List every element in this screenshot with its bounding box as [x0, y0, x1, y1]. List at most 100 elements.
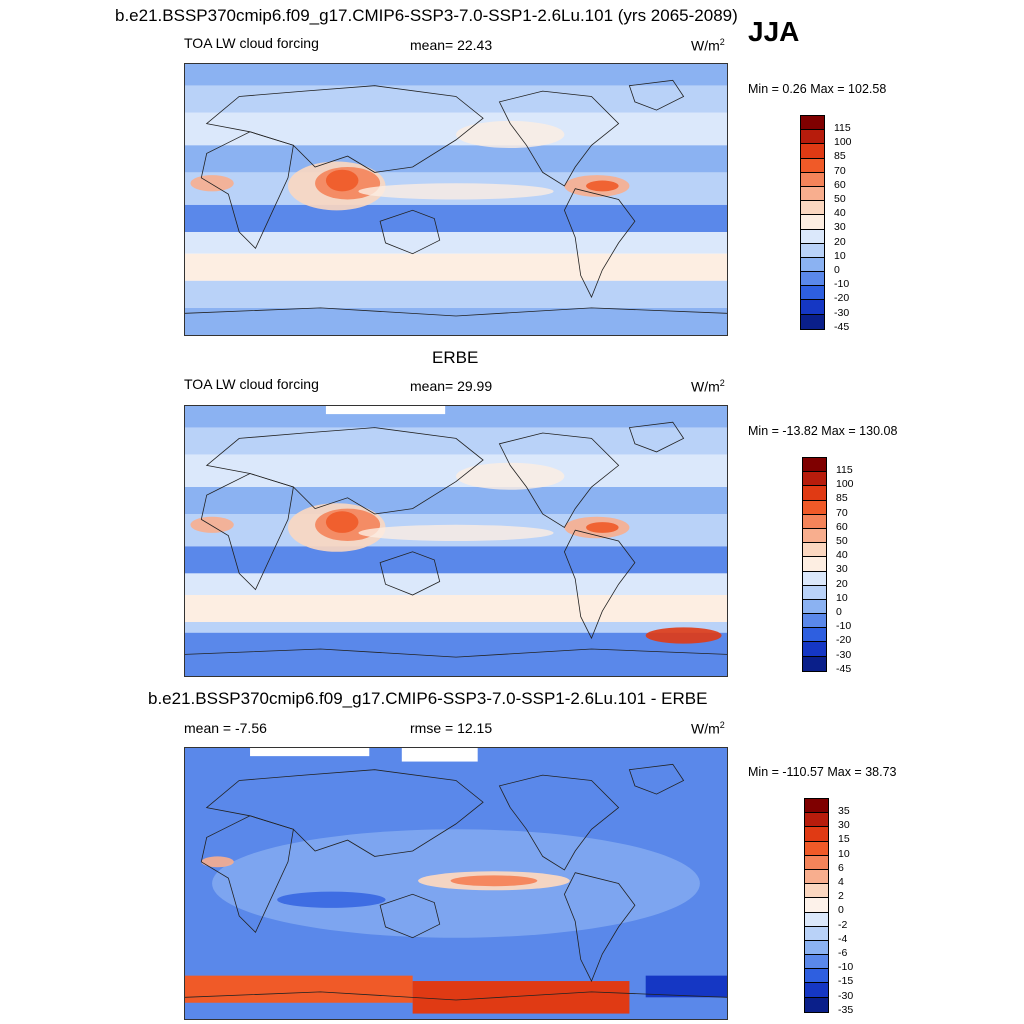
colorbar-tick-label: 85 [836, 492, 848, 505]
colorbar-swatch [805, 869, 828, 885]
panel1-map [184, 63, 728, 336]
colorbar-tick-label: 50 [836, 534, 848, 547]
colorbar-swatch [801, 130, 824, 145]
colorbar-swatch [803, 500, 826, 515]
colorbar-tick-label: 10 [834, 249, 846, 262]
colorbar-tick-label: 0 [838, 904, 844, 917]
colorbar-swatch [805, 855, 828, 870]
colorbar-tick-label: 6 [838, 861, 844, 874]
colorbar-swatch [801, 116, 824, 131]
panel1-mean-label: mean= 22.43 [410, 37, 493, 53]
colorbar-tick-label: -10 [836, 620, 852, 633]
panel3-colorbar-labels: 35 30 15 10 6 4 2 0 -2 -4 -6 -10 -15 -30 -35 [838, 801, 878, 1016]
panel2-variable-label: TOA LW cloud forcing [184, 376, 319, 392]
colorbar-swatch [805, 912, 828, 927]
colorbar-swatch [803, 514, 826, 529]
colorbar-tick-label: -20 [836, 634, 852, 647]
colorbar-swatch [805, 841, 828, 856]
colorbar-tick-label: -35 [838, 1003, 854, 1016]
colorbar-tick-label: 85 [834, 150, 846, 163]
colorbar-swatch [801, 172, 824, 187]
main-title: b.e21.BSSP370cmip6.f09_g17.CMIP6-SSP3-7.… [115, 6, 738, 25]
panel1-units: W/m2 [691, 37, 725, 54]
colorbar-swatch [803, 528, 826, 544]
panel3-title: b.e21.BSSP370cmip6.f09_g17.CMIP6-SSP3-7.… [148, 689, 708, 708]
colorbar-tick-label: 100 [836, 478, 854, 491]
panel2-colorbar-labels: 115 100 85 70 60 50 40 30 20 10 0 -10 -20 -30 -45 [836, 460, 876, 675]
colorbar-swatch [801, 300, 824, 315]
panel1-colorbar-labels: 115 100 85 70 60 50 40 30 20 10 0 -10 -20 -30 -45 [834, 118, 874, 333]
colorbar-swatch [801, 215, 824, 230]
colorbar-tick-label: 30 [838, 819, 850, 832]
colorbar-swatch [805, 997, 828, 1012]
colorbar-swatch [801, 144, 824, 159]
colorbar-tick-label: -20 [834, 292, 850, 305]
colorbar-swatch [801, 201, 824, 216]
colorbar-tick-label: 2 [838, 890, 844, 903]
colorbar-tick-label: 100 [834, 136, 852, 149]
panel2-map [184, 405, 728, 677]
panel1-colorbar [800, 115, 825, 330]
colorbar-swatch [803, 614, 826, 629]
panel2-mean-label: mean= 29.99 [410, 378, 493, 394]
colorbar-swatch [803, 656, 826, 671]
colorbar-swatch [805, 827, 828, 842]
colorbar-swatch [801, 243, 824, 258]
colorbar-tick-label: 10 [836, 591, 848, 604]
panel3-units: W/m2 [691, 720, 725, 737]
colorbar-tick-label: -45 [836, 662, 852, 675]
colorbar-swatch [805, 983, 828, 998]
colorbar-tick-label: 115 [834, 121, 851, 134]
panel1-minmax: Min = 0.26 Max = 102.58 [748, 82, 887, 96]
colorbar-tick-label: -10 [838, 961, 854, 974]
colorbar-swatch [803, 458, 826, 473]
colorbar-tick-label: 70 [834, 164, 846, 177]
colorbar-tick-label: -10 [834, 278, 850, 291]
panel3-colorbar [804, 798, 829, 1013]
colorbar-swatch [801, 186, 824, 202]
colorbar-tick-label: 30 [834, 221, 846, 234]
panel2-units: W/m2 [691, 378, 725, 395]
panel2-colorbar [802, 457, 827, 672]
colorbar-tick-label: 35 [838, 804, 850, 817]
colorbar-tick-label: -6 [838, 946, 848, 959]
colorbar-swatch [803, 571, 826, 586]
colorbar-swatch [801, 272, 824, 287]
colorbar-swatch [803, 599, 826, 615]
colorbar-swatch [803, 543, 826, 558]
colorbar-tick-label: 115 [836, 463, 853, 476]
colorbar-tick-label: 60 [834, 178, 846, 191]
colorbar-tick-label: 40 [836, 549, 848, 562]
colorbar-swatch [801, 158, 824, 173]
colorbar-tick-label: -30 [834, 306, 850, 319]
colorbar-swatch [805, 969, 828, 984]
panel3-minmax: Min = -110.57 Max = 38.73 [748, 765, 897, 779]
colorbar-tick-label: 4 [838, 875, 844, 888]
panel2-minmax: Min = -13.82 Max = 130.08 [748, 424, 898, 438]
panel3-rmse-label: rmse = 12.15 [410, 720, 493, 736]
panel2-title: ERBE [432, 348, 479, 367]
colorbar-swatch [805, 898, 828, 913]
colorbar-tick-label: -2 [838, 918, 848, 931]
colorbar-swatch [803, 628, 826, 643]
colorbar-swatch [803, 585, 826, 600]
colorbar-tick-label: -30 [838, 989, 854, 1002]
colorbar-swatch [803, 557, 826, 572]
panel3-mean-label: mean = -7.56 [184, 720, 267, 736]
colorbar-tick-label: 20 [836, 577, 848, 590]
colorbar-swatch [805, 799, 828, 814]
colorbar-tick-label: 20 [834, 235, 846, 248]
colorbar-tick-label: -45 [834, 320, 850, 333]
colorbar-tick-label: 70 [836, 506, 848, 519]
colorbar-swatch [805, 813, 828, 828]
colorbar-swatch [805, 955, 828, 970]
colorbar-swatch [801, 314, 824, 329]
colorbar-swatch [801, 257, 824, 273]
colorbar-swatch [803, 642, 826, 657]
colorbar-tick-label: 60 [836, 520, 848, 533]
colorbar-tick-label: -15 [838, 975, 854, 988]
colorbar-swatch [805, 926, 828, 941]
colorbar-tick-label: -4 [838, 932, 848, 945]
colorbar-tick-label: 15 [838, 833, 850, 846]
colorbar-swatch [805, 884, 828, 899]
